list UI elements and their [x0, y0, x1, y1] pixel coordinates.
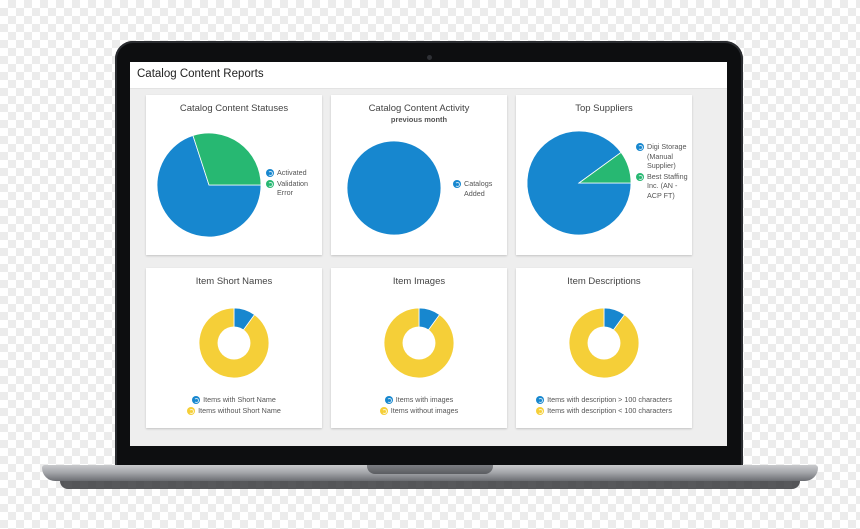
donut-chart	[568, 307, 640, 379]
chart-legend: Items with Short Name Items without Shor…	[146, 394, 322, 416]
card-subtitle: previous month	[390, 115, 448, 124]
legend-label: Best Staffing Inc. (AN - ACP FT)	[647, 171, 688, 200]
card-title: Item Images	[392, 276, 446, 287]
legend-label: Items without Short Name	[198, 406, 281, 415]
donut-hole	[217, 326, 251, 360]
donut-hole	[402, 326, 436, 360]
legend-dot-icon	[536, 407, 545, 415]
legend-dot-icon	[266, 169, 274, 177]
card-title: Item Short Names	[195, 276, 273, 287]
legend-item[interactable]: Items with description > 100 characters	[516, 394, 692, 405]
card-title: Catalog Content Activity	[368, 103, 470, 114]
page-title: Catalog Content Reports	[137, 68, 264, 80]
pie-slice-best-staffing-inc-an-acp-ft[interactable]	[577, 151, 632, 184]
pie-chart	[526, 130, 632, 236]
legend-label: Catalogs Added	[464, 179, 493, 198]
chart-legend: Activated Validation Error	[266, 168, 322, 199]
laptop-base-shadow	[60, 481, 800, 489]
chart-legend: Items with images Items without images	[331, 394, 507, 416]
chart-legend: Items with description > 100 characters …	[516, 394, 692, 416]
legend-label: Digi Storage (Manual Supplier)	[647, 142, 687, 171]
header-bar: Catalog Content Reports	[130, 62, 727, 89]
pie-chart	[156, 132, 262, 238]
pie-slice-catalogs-added[interactable]	[346, 140, 442, 236]
legend-dot-icon	[192, 396, 201, 404]
legend-dot-icon	[187, 407, 196, 415]
legend-item[interactable]: Items without Short Name	[146, 405, 322, 416]
legend-label: Activated	[277, 168, 307, 177]
legend-label: Validation Error	[277, 178, 309, 198]
legend-item[interactable]: Validation Error	[266, 179, 322, 198]
legend-dot-icon	[384, 396, 393, 404]
pie-slice-validation-error[interactable]	[192, 132, 262, 186]
card-item-descriptions[interactable]: Item Descriptions Items with description…	[516, 268, 692, 428]
legend-item[interactable]: Best Staffing Inc. (AN - ACP FT)	[636, 172, 688, 201]
card-catalog-content-statuses[interactable]: Catalog Content Statuses Activated Valid…	[146, 95, 322, 255]
donut-chart	[383, 307, 455, 379]
card-catalog-content-activity[interactable]: Catalog Content Activity previous month …	[331, 95, 507, 255]
card-title: Top Suppliers	[575, 103, 633, 114]
legend-item[interactable]: Items with images	[331, 394, 507, 405]
card-top-suppliers[interactable]: Top Suppliers Digi Storage (Manual Suppl…	[516, 95, 692, 255]
legend-label: Items without images	[390, 406, 459, 415]
camera-icon	[427, 55, 432, 60]
legend-item[interactable]: Items with description < 100 characters	[516, 405, 692, 416]
donut-chart	[198, 307, 270, 379]
legend-label: Items with Short Name	[203, 395, 276, 404]
legend-dot-icon	[636, 143, 644, 151]
legend-label: Items with images	[395, 395, 454, 404]
donut-hole	[587, 326, 621, 360]
app-screen: Catalog Content Reports Catalog Content …	[130, 62, 727, 446]
legend-item[interactable]: Digi Storage (Manual Supplier)	[636, 142, 688, 171]
card-title: Catalog Content Statuses	[179, 103, 289, 114]
legend-item[interactable]: Items with Short Name	[146, 394, 322, 405]
legend-dot-icon	[453, 180, 461, 188]
card-item-images[interactable]: Item Images Items with images Items with…	[331, 268, 507, 428]
chart-legend: Digi Storage (Manual Supplier) Best Staf…	[636, 142, 688, 202]
card-item-short-names[interactable]: Item Short Names Items with Short Name I…	[146, 268, 322, 428]
legend-dot-icon	[536, 396, 545, 404]
card-title: Item Descriptions	[567, 276, 641, 287]
legend-dot-icon	[636, 172, 644, 181]
legend-dot-icon	[266, 179, 274, 188]
legend-item[interactable]: Items without images	[331, 405, 507, 416]
legend-item[interactable]: Activated	[266, 168, 322, 178]
laptop-notch	[367, 465, 493, 474]
legend-item[interactable]: Catalogs Added	[453, 179, 501, 198]
pie-slice-activated[interactable]	[156, 135, 262, 238]
pie-chart	[346, 140, 442, 236]
chart-legend: Catalogs Added	[453, 179, 501, 199]
legend-label: Items with description < 100 characters	[547, 406, 672, 415]
legend-dot-icon	[379, 407, 388, 415]
legend-label: Items with description > 100 characters	[547, 395, 672, 404]
